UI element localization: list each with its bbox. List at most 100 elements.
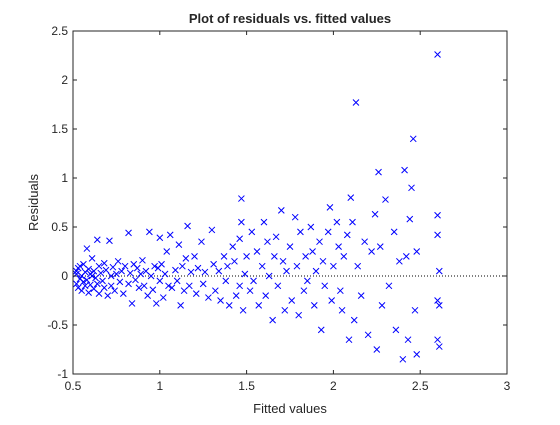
- data-point: [345, 336, 353, 344]
- data-point: [80, 278, 87, 286]
- data-point: [85, 289, 92, 297]
- data-point: [76, 262, 84, 270]
- data-point: [147, 272, 155, 280]
- data-point: [107, 272, 115, 280]
- data-point: [97, 269, 105, 277]
- data-point: [119, 290, 127, 297]
- data-point: [166, 231, 174, 239]
- data-point: [399, 355, 407, 363]
- data-point: [316, 238, 323, 246]
- data-point: [297, 228, 304, 236]
- data-point: [354, 262, 362, 270]
- data-point: [264, 238, 271, 246]
- data-point: [109, 263, 117, 271]
- data-point: [90, 267, 98, 275]
- data-point: [385, 282, 393, 290]
- data-point: [277, 206, 285, 214]
- x-axis-label: Fitted values: [253, 401, 327, 416]
- data-point: [83, 276, 91, 284]
- data-point: [100, 259, 108, 267]
- data-point: [198, 238, 205, 246]
- data-points: [73, 51, 443, 363]
- data-point: [347, 194, 355, 201]
- data-point: [401, 166, 408, 174]
- data-point: [182, 255, 190, 262]
- data-point: [99, 277, 106, 285]
- data-point: [100, 284, 108, 292]
- data-point: [118, 267, 125, 275]
- data-point: [187, 268, 195, 276]
- data-point: [163, 248, 171, 255]
- data-point: [364, 331, 372, 339]
- data-point: [239, 306, 247, 314]
- data-point: [177, 302, 184, 309]
- data-point: [93, 280, 101, 288]
- data-point: [408, 184, 415, 192]
- data-point: [333, 218, 341, 226]
- data-point: [107, 282, 115, 290]
- data-point: [291, 213, 299, 221]
- data-point: [165, 282, 172, 290]
- data-point: [281, 306, 289, 314]
- data-point: [236, 282, 244, 290]
- data-point: [173, 277, 181, 285]
- data-point: [151, 262, 158, 270]
- data-point: [265, 272, 273, 280]
- data-point: [262, 292, 270, 299]
- data-point: [260, 218, 268, 226]
- data-point: [435, 343, 443, 350]
- data-point: [411, 306, 419, 314]
- data-point: [133, 264, 141, 272]
- data-point: [125, 229, 132, 237]
- data-point: [402, 253, 410, 260]
- data-point: [309, 248, 316, 255]
- data-point: [88, 272, 96, 280]
- data-point: [241, 270, 249, 278]
- data-point: [274, 282, 282, 290]
- data-point: [409, 135, 417, 143]
- x-tick-label: 0.5: [65, 379, 82, 393]
- data-point: [208, 226, 216, 234]
- data-point: [324, 228, 332, 236]
- data-point: [357, 292, 365, 299]
- data-point: [139, 256, 146, 264]
- data-point: [225, 302, 233, 309]
- data-point: [132, 276, 139, 284]
- data-point: [295, 311, 303, 319]
- data-point: [396, 257, 403, 265]
- data-point: [137, 270, 145, 278]
- data-point: [92, 274, 99, 282]
- data-point: [217, 297, 224, 304]
- data-point: [269, 316, 276, 324]
- data-point: [350, 316, 358, 324]
- data-point: [335, 243, 342, 250]
- data-point: [172, 266, 179, 274]
- data-point: [156, 277, 164, 285]
- data-point: [434, 297, 441, 304]
- data-point: [224, 262, 231, 270]
- data-point: [238, 218, 245, 226]
- x-tick-label: 2.5: [412, 379, 429, 393]
- data-point: [368, 248, 375, 255]
- data-point: [156, 234, 164, 242]
- data-point: [302, 253, 309, 260]
- data-point: [185, 282, 193, 290]
- data-point: [152, 300, 160, 307]
- y-axis-label: Residuals: [26, 173, 41, 231]
- data-point: [310, 302, 318, 309]
- data-point: [168, 284, 176, 292]
- data-point: [231, 257, 238, 265]
- data-point: [81, 282, 89, 290]
- data-point: [80, 260, 87, 268]
- data-point: [434, 211, 441, 219]
- data-point: [104, 292, 112, 299]
- data-point: [146, 228, 153, 236]
- data-point: [215, 267, 223, 275]
- data-point: [210, 260, 217, 268]
- data-point: [121, 262, 129, 270]
- data-point: [85, 265, 92, 273]
- data-point: [352, 99, 360, 106]
- x-tick-label: 1.5: [238, 379, 255, 393]
